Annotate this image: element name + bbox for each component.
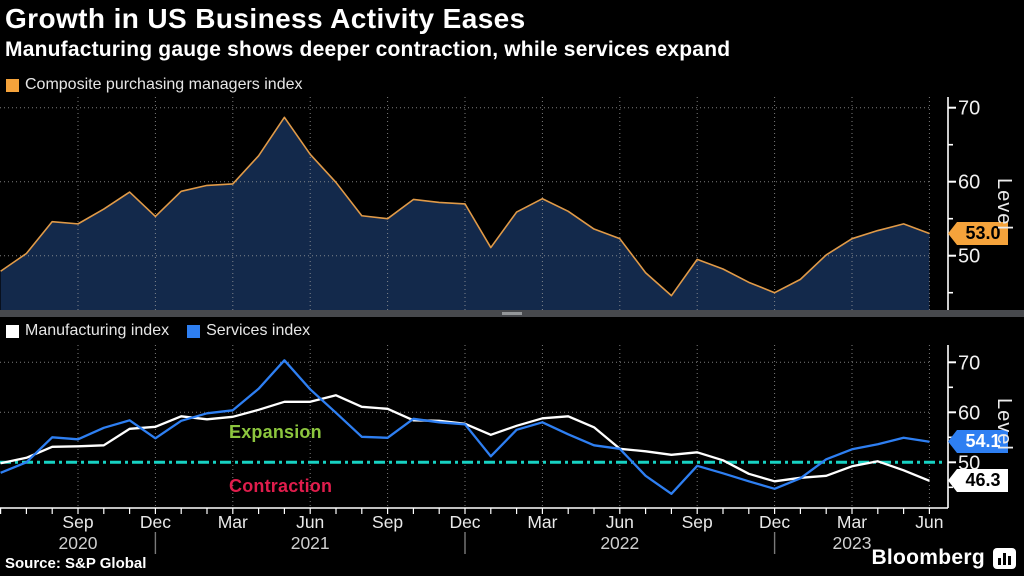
bottom-axis-title: Level — [993, 398, 1015, 451]
x-month-label: Mar — [218, 512, 248, 532]
composite-legend-label: Composite purchasing managers index — [25, 76, 303, 93]
x-axis: Sep Dec Mar Jun Sep Dec Mar Jun Sep Dec Mar Jun 2020… — [0, 507, 948, 554]
x-month-label: Jun — [606, 512, 634, 532]
bloomberg-logo-icon — [993, 547, 1016, 569]
manufacturing-services-panel: 50 60 70 — [0, 345, 980, 508]
x-month-label: Sep — [62, 512, 93, 532]
composite-panel: 50 60 70 — [0, 97, 980, 310]
y-tick-label: 70 — [958, 98, 980, 120]
composite-line-series — [0, 116, 930, 297]
bloomberg-brand: Bloomberg — [871, 546, 1016, 570]
manufacturing-legend-item: Manufacturing index — [6, 322, 169, 340]
source-credit: Source: S&P Global — [5, 555, 147, 572]
manufacturing-value-tag: 46.3 — [948, 469, 1008, 492]
x-month-label: Dec — [140, 512, 171, 532]
x-month-label: Dec — [759, 512, 790, 532]
contraction-label: Contraction — [229, 476, 333, 496]
services-legend-label: Services index — [206, 322, 311, 339]
composite-value-tag: 53.0 — [948, 222, 1008, 245]
composite-legend: Composite purchasing managers index — [6, 76, 302, 94]
y-tick-label: 70 — [958, 352, 980, 374]
top-axis-title: Level — [993, 178, 1015, 231]
services-value-tag: 54.1 — [948, 430, 1008, 453]
composite-swatch-icon — [6, 78, 19, 92]
x-month-label: Dec — [449, 512, 480, 532]
manufacturing-index-series — [0, 394, 930, 483]
y-tick-label: 50 — [958, 452, 980, 474]
x-month-label: Sep — [372, 512, 403, 532]
x-month-label: Mar — [527, 512, 557, 532]
expansion-label: Expansion — [229, 422, 322, 442]
services-index-series — [0, 359, 930, 495]
services-legend-item: Services index — [187, 322, 310, 340]
x-month-label: Sep — [682, 512, 713, 532]
bloomberg-wordmark: Bloomberg — [871, 546, 985, 569]
x-month-label: Jun — [915, 512, 943, 532]
lines-legend: Manufacturing index Services index — [6, 322, 310, 340]
composite-legend-item: Composite purchasing managers index — [6, 76, 302, 94]
manufacturing-swatch-icon — [6, 324, 19, 338]
manufacturing-legend-label: Manufacturing index — [25, 322, 170, 339]
panel-divider[interactable] — [0, 310, 1024, 317]
page-subtitle: Manufacturing gauge shows deeper contrac… — [5, 38, 731, 61]
services-swatch-icon — [187, 324, 201, 338]
x-year-label: 2020 — [59, 533, 98, 553]
y-tick-label: 50 — [958, 246, 980, 268]
y-tick-label: 60 — [958, 402, 980, 424]
page-title: Growth in US Business Activity Eases — [5, 3, 526, 34]
x-month-label: Mar — [837, 512, 867, 532]
x-year-label: 2021 — [291, 533, 330, 553]
x-month-label: Jun — [296, 512, 324, 532]
x-year-label: 2022 — [600, 533, 639, 553]
y-tick-label: 60 — [958, 172, 980, 194]
x-year-label: 2023 — [833, 533, 872, 553]
panel-divider-handle-icon[interactable] — [502, 312, 522, 315]
